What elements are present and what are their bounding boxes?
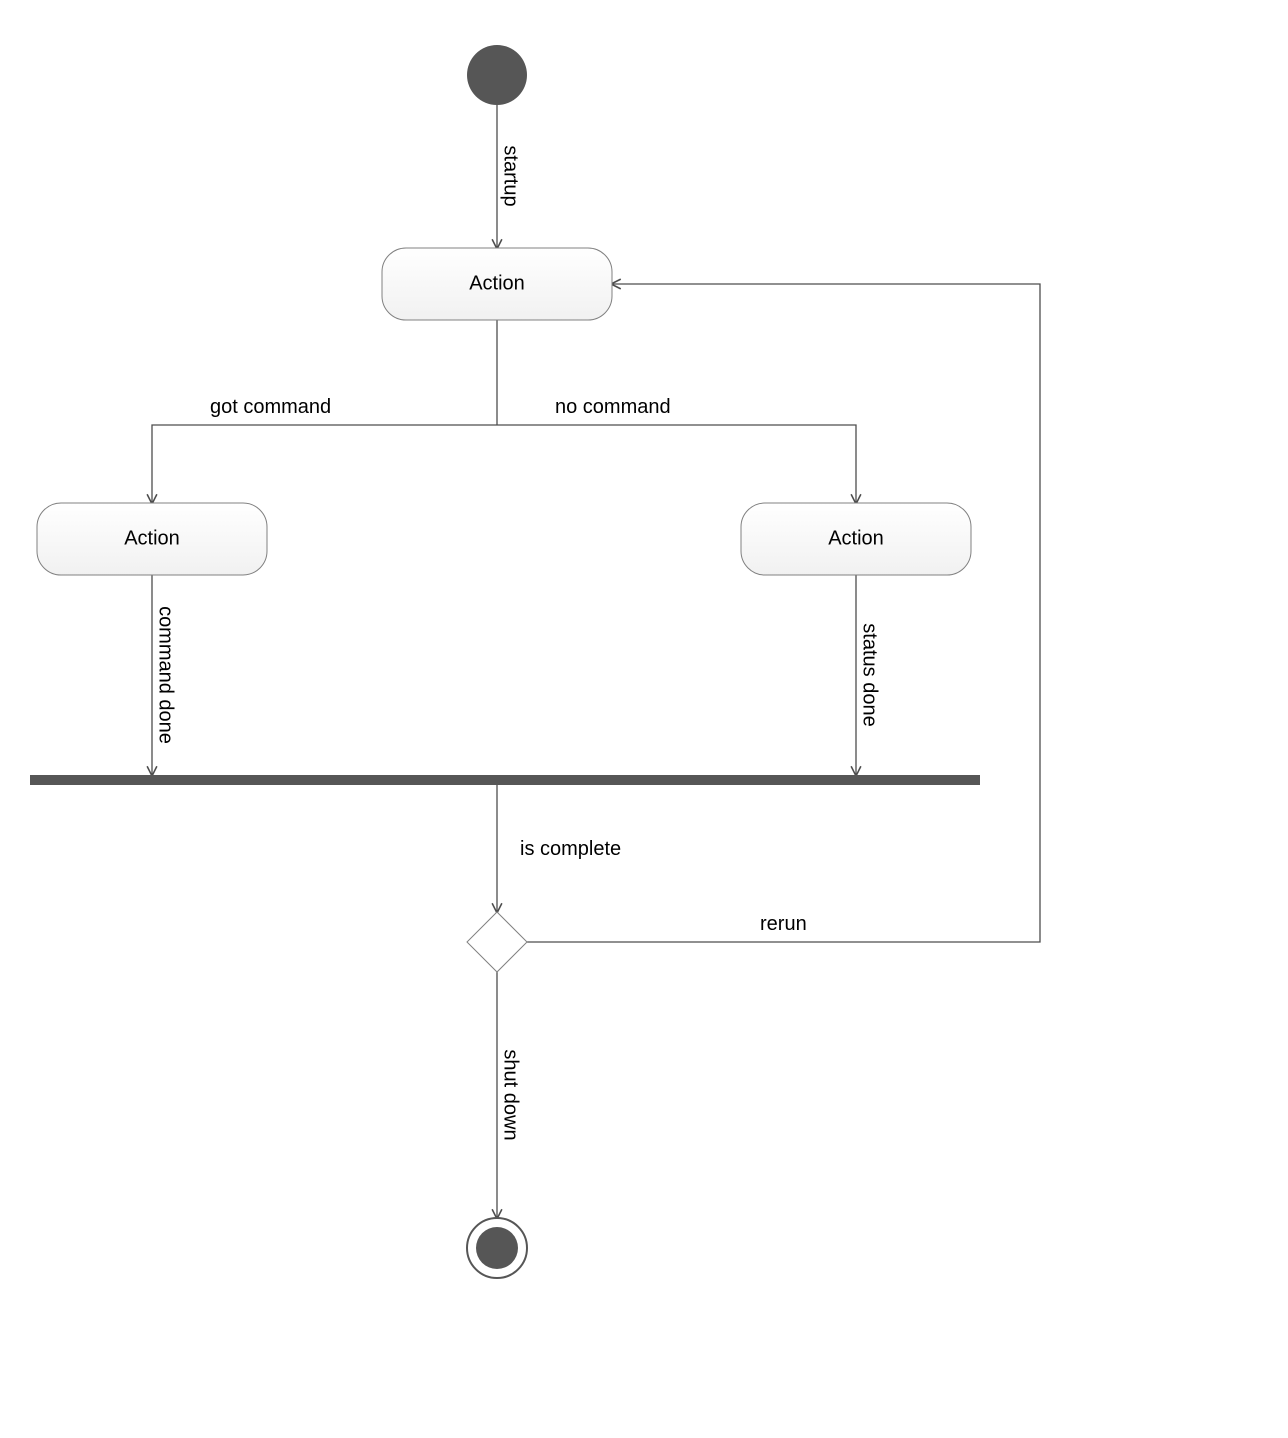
join-bar <box>30 775 980 785</box>
final-node-inner <box>476 1227 518 1269</box>
edge-label-e_cmd_done: command done <box>155 606 177 744</box>
initial-node <box>467 45 527 105</box>
edge-label-e_shutdown: shut down <box>500 1049 522 1140</box>
edge-e_got_cmd <box>152 425 497 503</box>
edge-label-e_is_complete: is complete <box>520 838 621 860</box>
activity-diagram: Action Action Action startup got command no … <box>0 0 1288 1438</box>
action-node-label-action_left: Action <box>124 527 180 549</box>
edge-label-e_got_cmd: got command <box>210 396 331 418</box>
edge-label-e_rerun: rerun <box>760 913 807 935</box>
edge-label-e_status_done: status done <box>859 623 881 726</box>
action-node-label-action_top: Action <box>469 272 525 294</box>
edge-e_no_cmd <box>497 425 856 503</box>
edge-label-e_no_cmd: no command <box>555 396 671 418</box>
action-node-label-action_right: Action <box>828 527 884 549</box>
decision-node <box>467 912 527 972</box>
edge-label-e_startup: startup <box>500 145 522 206</box>
